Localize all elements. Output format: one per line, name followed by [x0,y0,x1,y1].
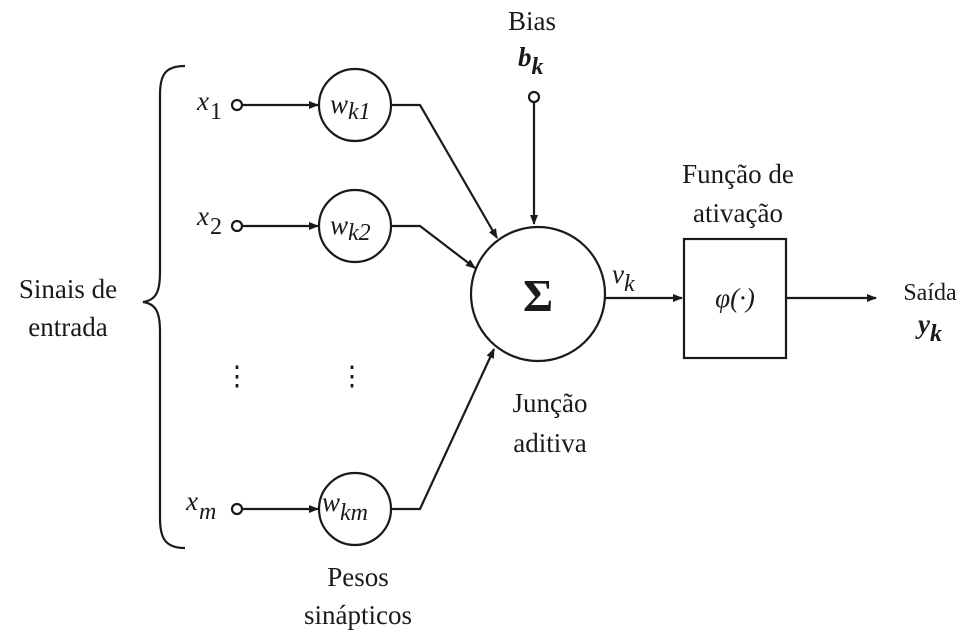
weights-label-line1: Pesos [327,562,389,592]
input-x1-label: x1 [196,86,222,125]
input-x2-label: x2 [196,201,222,240]
bias-symbol: bk [518,42,544,80]
input-x2-terminal [230,219,244,233]
input-group-brace [142,64,186,550]
wkm-to-sum-arrow [391,348,495,511]
weight-wkm-label: wkm [322,487,368,526]
output-label: Saída [903,280,957,306]
activation-label-line1: Função de [682,159,794,189]
input-xm-label: xm [185,486,216,525]
wk1-to-sum-arrow [391,103,498,239]
input-x1-terminal [230,98,244,112]
activation-function-box [682,237,788,360]
weight-ellipsis: ⋮ [339,361,366,391]
induced-field-label: vk [612,259,635,297]
output-symbol: yk [915,309,942,347]
input-xm-terminal [230,502,244,516]
input-ellipsis: ⋮ [224,361,251,391]
input-group-label-line2: entrada [28,312,107,342]
activation-function-symbol: φ(·) [715,283,755,313]
bias-terminal [527,90,541,104]
input-group-label-line1: Sinais de [19,274,117,304]
weights-label-line2: sinápticos [304,600,412,630]
summing-label-line1: Junção [513,388,588,418]
summing-symbol: Σ [523,270,553,321]
weight-wk2-label: wk2 [330,210,371,246]
summing-junction [469,225,607,363]
wk2-to-sum-arrow [391,224,476,269]
weight-wk1-label: wk1 [330,89,371,125]
activation-label-line2: ativação [693,198,783,228]
summing-label-line2: aditiva [513,428,586,458]
bias-title: Bias [508,6,556,36]
